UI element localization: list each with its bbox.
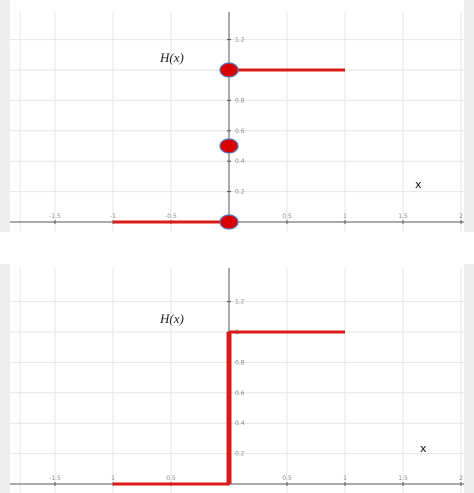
y-tick-label: 0.2 xyxy=(235,189,245,196)
right-edge-bottom xyxy=(464,264,474,493)
heaviside-chart-bottom: -1.510.50.511.520.20.40.60.811.2H(x)x xyxy=(10,264,464,493)
y-tick-label: 0.2 xyxy=(235,451,245,458)
function-label: H(x) xyxy=(159,311,184,326)
y-tick-label: 1.2 xyxy=(235,37,245,44)
data-point xyxy=(219,62,239,78)
x-tick-label: 0.5 xyxy=(166,475,176,482)
x-tick-label: 2 xyxy=(459,213,463,220)
plot-background xyxy=(10,8,464,232)
y-tick-label: 0.6 xyxy=(235,390,245,397)
x-tick-label: 1 xyxy=(343,475,347,482)
y-tick-label: 0.4 xyxy=(235,420,245,427)
y-tick-label: 0.4 xyxy=(235,158,245,165)
x-tick-label: -1.5 xyxy=(49,213,61,220)
x-tick-label: 2 xyxy=(459,475,463,482)
x-tick-label: 1.5 xyxy=(398,213,408,220)
x-tick-label: 1 xyxy=(111,475,115,482)
panel-gap xyxy=(0,232,474,264)
data-point xyxy=(219,138,239,154)
x-tick-label: -1.5 xyxy=(49,475,61,482)
left-edge-top xyxy=(0,0,10,232)
x-tick-label: 0.5 xyxy=(282,213,292,220)
y-tick-label: 0.8 xyxy=(235,97,245,104)
x-axis-label: x xyxy=(420,442,427,455)
right-edge-top xyxy=(464,0,474,232)
left-edge-bottom xyxy=(0,264,10,493)
x-tick-label: -1 xyxy=(110,213,116,220)
data-point xyxy=(219,214,239,230)
x-tick-label: 1 xyxy=(343,213,347,220)
function-label: H(x) xyxy=(159,50,184,65)
plot-background xyxy=(10,264,464,493)
x-tick-label: -0.5 xyxy=(165,213,177,220)
heaviside-chart-top: -1.5 -1 -0.5 0.5 1 1.5 2 0.2 0.4 0.6 0.8 1.2 H(x) x xyxy=(10,8,464,232)
y-tick-label: 0.8 xyxy=(235,359,245,366)
x-axis-label: x xyxy=(415,178,422,191)
y-tick-label: 1.2 xyxy=(235,299,245,306)
x-tick-label: 1.5 xyxy=(398,475,408,482)
y-tick-label: 0.6 xyxy=(235,128,245,135)
x-tick-label: 0.5 xyxy=(282,475,292,482)
